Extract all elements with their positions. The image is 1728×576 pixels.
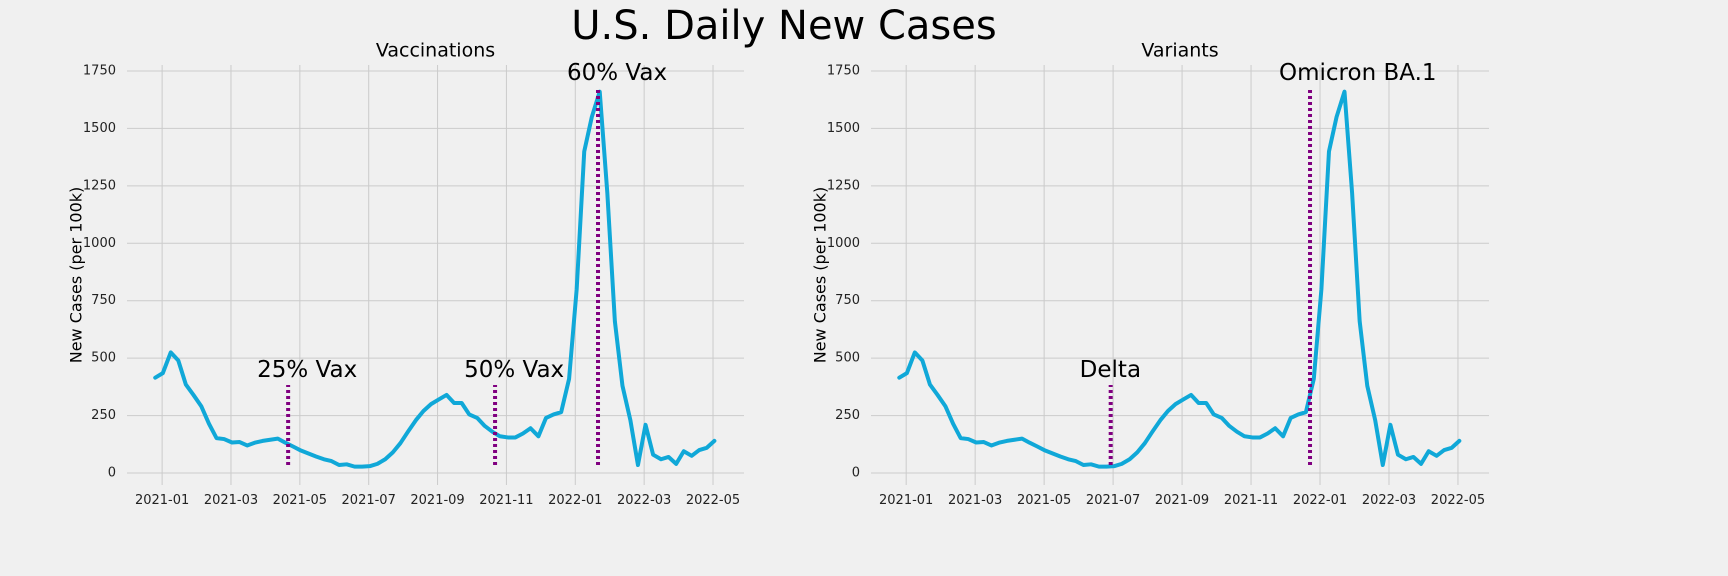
y-tick-label: 750	[835, 293, 860, 308]
figure-title: U.S. Daily New Cases	[571, 3, 996, 49]
y-tick-label: 1000	[827, 236, 860, 251]
y-axis-label: New Cases (per 100k)	[67, 187, 86, 364]
x-tick-label: 2021-09	[1155, 493, 1209, 508]
y-tick-label: 500	[91, 351, 116, 366]
y-tick-label: 1750	[83, 63, 116, 78]
x-tick-label: 2021-05	[273, 493, 327, 508]
y-tick-label: 750	[91, 293, 116, 308]
data-line	[153, 89, 717, 469]
data-line	[897, 89, 1462, 469]
x-tick-label: 2022-03	[617, 493, 671, 508]
x-tick-label: 2021-11	[1224, 493, 1278, 508]
x-tick-label: 2022-03	[1362, 493, 1416, 508]
y-tick-label: 1250	[827, 178, 860, 193]
x-tick-label: 2022-05	[1431, 493, 1485, 508]
y-tick-label: 0	[108, 466, 116, 481]
x-tick-label: 2021-09	[410, 493, 464, 508]
annotation-label: Omicron BA.1	[1279, 60, 1437, 86]
y-tick-label: 1000	[83, 236, 116, 251]
annotation-label: 25% Vax	[257, 357, 357, 383]
x-tick-label: 2021-07	[342, 493, 396, 508]
subplot-title: Variants	[1141, 40, 1218, 62]
y-axis-label: New Cases (per 100k)	[811, 187, 830, 364]
subplot-title: Vaccinations	[376, 40, 495, 62]
x-tick-label: 2021-05	[1017, 493, 1071, 508]
x-tick-label: 2021-01	[135, 493, 189, 508]
x-tick-label: 2021-07	[1086, 493, 1140, 508]
y-tick-label: 1500	[83, 121, 116, 136]
x-tick-label: 2022-01	[548, 493, 602, 508]
x-tick-label: 2022-05	[686, 493, 740, 508]
subplot: Variants New Cases (per 100k) 0 250 500 750 10…	[811, 40, 1489, 508]
annotation-label: 60% Vax	[567, 60, 667, 86]
y-tick-label: 250	[91, 408, 116, 423]
x-tick-label: 2021-03	[204, 493, 258, 508]
y-tick-label: 1750	[827, 63, 860, 78]
subplot: Vaccinations New Cases (per 100k) 0 250 500 7…	[67, 40, 744, 508]
x-tick-label: 2021-03	[948, 493, 1002, 508]
y-tick-label: 1250	[83, 178, 116, 193]
y-tick-label: 500	[835, 351, 860, 366]
y-tick-label: 250	[835, 408, 860, 423]
annotation-label: Delta	[1080, 357, 1141, 383]
annotation-label: 50% Vax	[464, 357, 564, 383]
y-tick-label: 1500	[827, 121, 860, 136]
x-tick-label: 2021-11	[479, 493, 533, 508]
x-tick-label: 2021-01	[879, 493, 933, 508]
x-tick-label: 2022-01	[1293, 493, 1347, 508]
y-tick-label: 0	[852, 466, 860, 481]
